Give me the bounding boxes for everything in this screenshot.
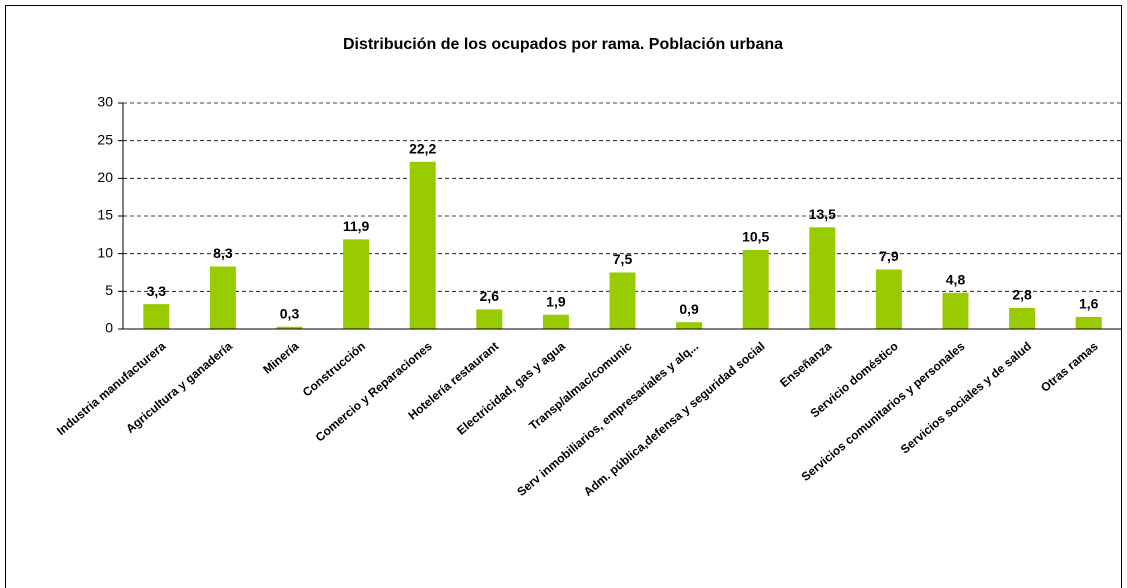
bar bbox=[143, 304, 170, 329]
y-tick-label: 25 bbox=[97, 131, 113, 147]
y-tick-label: 5 bbox=[105, 282, 113, 298]
value-label: 0,9 bbox=[679, 301, 699, 317]
bar bbox=[1075, 316, 1102, 329]
y-tick-label: 20 bbox=[97, 169, 113, 185]
value-label: 4,8 bbox=[946, 272, 966, 288]
bar bbox=[742, 249, 769, 329]
value-label: 10,5 bbox=[742, 229, 769, 245]
bar bbox=[875, 269, 902, 329]
y-tick-label: 15 bbox=[97, 207, 113, 223]
chart-title: Distribución de los ocupados por rama. P… bbox=[343, 36, 783, 53]
bar bbox=[476, 309, 503, 329]
bar bbox=[209, 266, 236, 329]
value-label: 13,5 bbox=[809, 206, 836, 222]
value-label: 1,6 bbox=[1079, 296, 1099, 312]
y-tick-label: 30 bbox=[97, 94, 113, 110]
value-label: 7,9 bbox=[879, 248, 899, 264]
bar bbox=[343, 239, 370, 329]
value-label: 0,3 bbox=[280, 305, 300, 321]
value-label: 2,8 bbox=[1012, 287, 1032, 303]
value-label: 11,9 bbox=[343, 218, 370, 234]
bar bbox=[609, 272, 636, 329]
value-label: 8,3 bbox=[213, 245, 233, 261]
chart-frame bbox=[5, 5, 1122, 588]
bar bbox=[942, 292, 969, 329]
value-label: 7,5 bbox=[613, 251, 633, 267]
bar bbox=[676, 322, 703, 329]
bar bbox=[542, 314, 569, 329]
value-label: 2,6 bbox=[480, 288, 500, 304]
value-label: 3,3 bbox=[147, 283, 167, 299]
value-label: 22,2 bbox=[409, 140, 436, 156]
bar bbox=[1009, 307, 1036, 329]
bar bbox=[809, 227, 836, 329]
bar bbox=[276, 326, 303, 329]
y-tick-label: 10 bbox=[97, 244, 113, 260]
bar bbox=[409, 161, 436, 329]
y-tick-label: 0 bbox=[105, 320, 113, 336]
value-label: 1,9 bbox=[546, 293, 566, 309]
